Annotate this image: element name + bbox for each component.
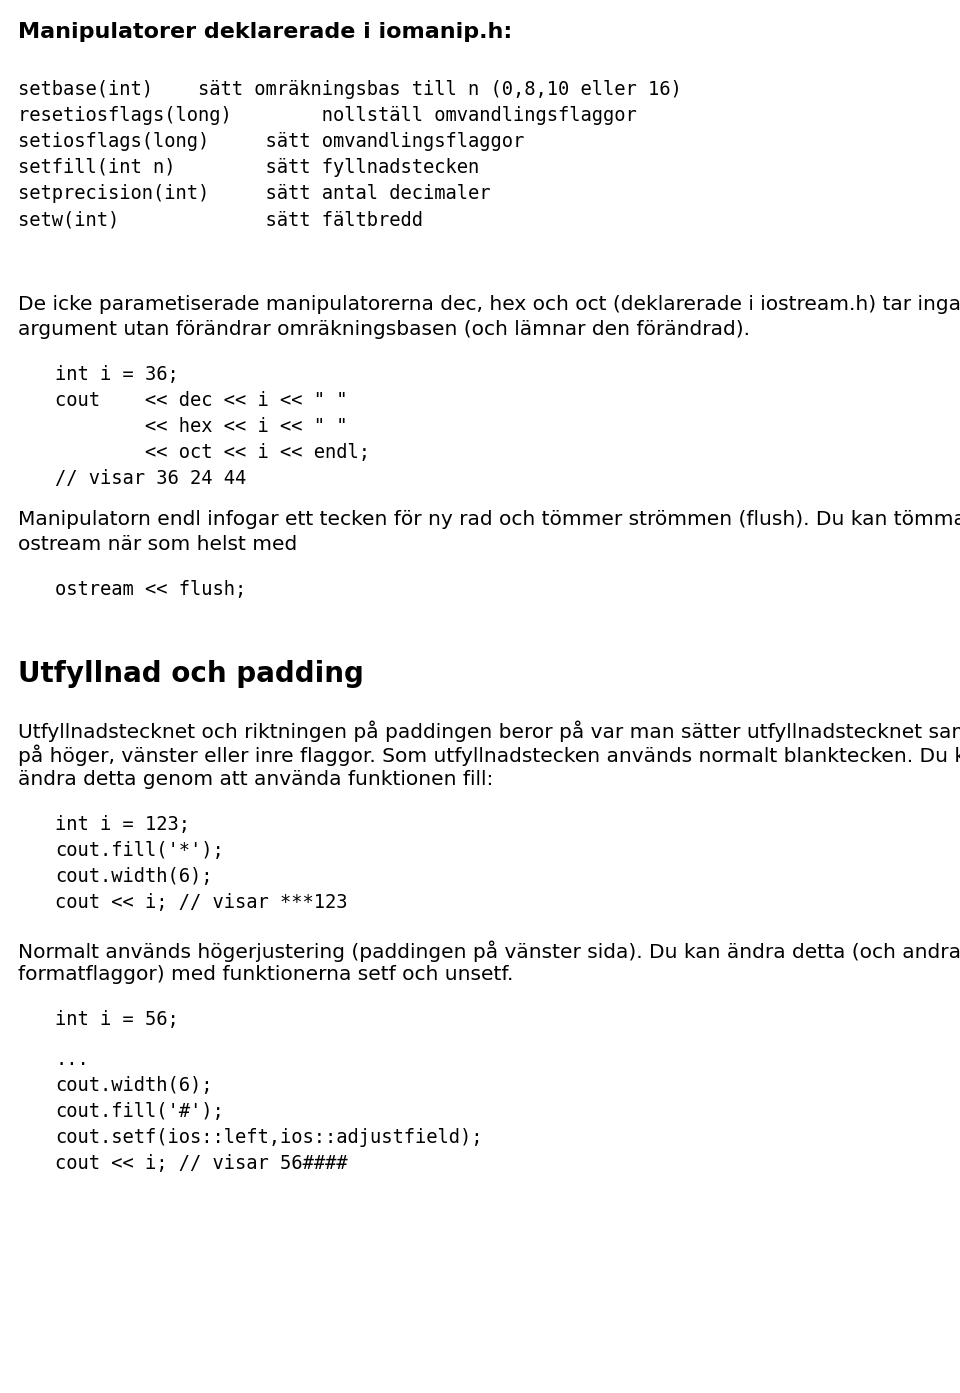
Text: ostream << flush;: ostream << flush; (55, 579, 247, 599)
Text: cout << i; // visar 56####: cout << i; // visar 56#### (55, 1153, 348, 1173)
Text: setprecision(int)     sätt antal decimaler: setprecision(int) sätt antal decimaler (18, 184, 491, 203)
Text: De icke parametiserade manipulatorerna dec, hex och oct (deklarerade i iostream.: De icke parametiserade manipulatorerna d… (18, 295, 960, 313)
Text: på höger, vänster eller inre flaggor. Som utfyllnadstecken används normalt blank: på höger, vänster eller inre flaggor. So… (18, 745, 960, 766)
Text: cout.fill('*');: cout.fill('*'); (55, 841, 224, 859)
Text: cout.width(6);: cout.width(6); (55, 1075, 212, 1095)
Text: resetiosflags(long)        nollställ omvandlingsflaggor: resetiosflags(long) nollställ omvandling… (18, 106, 636, 125)
Text: cout << i; // visar ***123: cout << i; // visar ***123 (55, 893, 348, 912)
Text: cout.setf(ios::left,ios::adjustfield);: cout.setf(ios::left,ios::adjustfield); (55, 1128, 483, 1146)
Text: cout.width(6);: cout.width(6); (55, 866, 212, 886)
Text: ...: ... (55, 1050, 88, 1068)
Text: int i = 123;: int i = 123; (55, 815, 190, 834)
Text: ostream när som helst med: ostream när som helst med (18, 535, 298, 554)
Text: setw(int)             sätt fältbredd: setw(int) sätt fältbredd (18, 210, 423, 228)
Text: << hex << i << " ": << hex << i << " " (55, 417, 348, 436)
Text: ändra detta genom att använda funktionen fill:: ändra detta genom att använda funktionen… (18, 770, 493, 788)
Text: Utfyllnad och padding: Utfyllnad och padding (18, 660, 364, 688)
Text: int i = 36;: int i = 36; (55, 365, 179, 384)
Text: Manipulatorer deklarerade i iomanip.h:: Manipulatorer deklarerade i iomanip.h: (18, 22, 513, 42)
Text: int i = 56;: int i = 56; (55, 1010, 179, 1029)
Text: setfill(int n)        sätt fyllnadstecken: setfill(int n) sätt fyllnadstecken (18, 157, 479, 177)
Text: // visar 36 24 44: // visar 36 24 44 (55, 469, 247, 488)
Text: Normalt används högerjustering (paddingen på vänster sida). Du kan ändra detta (: Normalt används högerjustering (paddinge… (18, 940, 960, 961)
Text: << oct << i << endl;: << oct << i << endl; (55, 443, 370, 462)
Text: Manipulatorn endl infogar ett tecken för ny rad och tömmer strömmen (flush). Du : Manipulatorn endl infogar ett tecken för… (18, 510, 960, 529)
Text: Utfyllnadstecknet och riktningen på paddingen beror på var man sätter utfyllnads: Utfyllnadstecknet och riktningen på padd… (18, 720, 960, 741)
Text: cout.fill('#');: cout.fill('#'); (55, 1102, 224, 1121)
Text: setbase(int)    sätt omräkningsbas till n (0,8,10 eller 16): setbase(int) sätt omräkningsbas till n (… (18, 79, 682, 99)
Text: formatflaggor) med funktionerna setf och unsetf.: formatflaggor) med funktionerna setf och… (18, 965, 514, 983)
Text: setiosflags(long)     sätt omvandlingsflaggor: setiosflags(long) sätt omvandlingsflaggo… (18, 132, 524, 150)
Text: argument utan förändrar omräkningsbasen (och lämnar den förändrad).: argument utan förändrar omräkningsbasen … (18, 320, 750, 338)
Text: cout    << dec << i << " ": cout << dec << i << " " (55, 391, 348, 410)
